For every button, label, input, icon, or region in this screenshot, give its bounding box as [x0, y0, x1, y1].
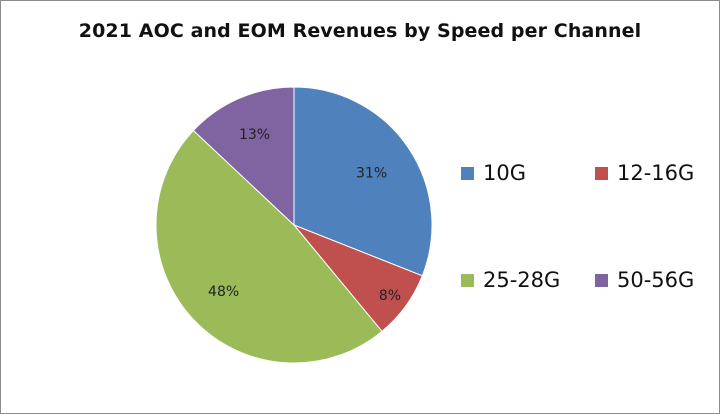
legend-label-50-56g: 50-56G	[617, 268, 695, 292]
legend-item-10g: 10G	[461, 161, 526, 185]
legend-item-12-16g: 12-16G	[595, 161, 694, 185]
legend-swatch-12-16g	[595, 166, 608, 180]
pie-slice-10g	[293, 86, 433, 277]
data-label-50-56g: 13%	[239, 127, 270, 143]
legend-item-25-28g: 25-28G	[461, 268, 560, 292]
legend-item-50-56g: 50-56G	[595, 268, 694, 292]
data-label-10g: 31%	[356, 165, 387, 181]
legend-swatch-10g	[461, 166, 474, 180]
pie-slice-50-56g	[192, 86, 295, 227]
legend-label-25-28g: 25-28G	[483, 268, 561, 292]
chart-title: 2021 AOC and EOM Revenues by Speed per C…	[78, 20, 642, 42]
legend-label-12-16g: 12-16G	[617, 161, 695, 185]
pie-slice-25-28g	[155, 129, 383, 364]
legend-swatch-50-56g	[595, 273, 608, 287]
data-label-25-28g: 48%	[208, 284, 239, 300]
pie-data-labels: 31% 8% 48% 13%	[208, 127, 401, 304]
legend: 10G 12-16G 25-28G 50-56G	[453, 151, 713, 301]
data-label-12-16g: 8%	[379, 288, 401, 304]
legend-label-10g: 10G	[483, 161, 526, 185]
legend-swatch-25-28g	[461, 273, 474, 287]
pie-slices	[155, 86, 433, 364]
